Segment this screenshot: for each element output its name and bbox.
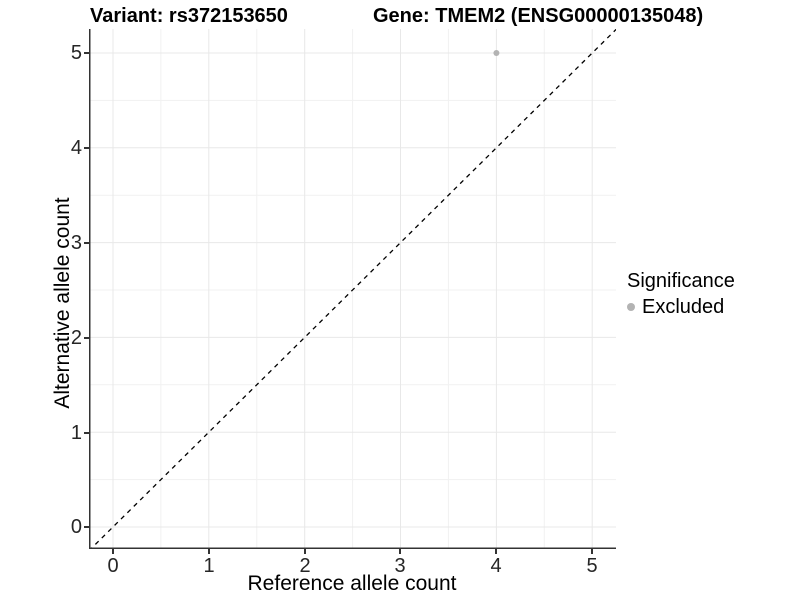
x-tickmark: [399, 549, 401, 554]
x-tickmark: [591, 549, 593, 554]
grid-major: [89, 29, 616, 549]
x-tick-label: 2: [299, 555, 311, 577]
y-tick-label: 2: [70, 327, 82, 349]
variant-title: Variant: rs372153650: [90, 5, 288, 27]
x-tickmark: [304, 549, 306, 554]
y-tickmark: [84, 337, 89, 339]
legend-title: Significance: [627, 270, 735, 292]
x-tick-label: 3: [394, 555, 406, 577]
y-tickmark: [84, 52, 89, 54]
x-tickmark: [208, 549, 210, 554]
y-tick-label: 4: [70, 137, 82, 159]
y-tickmark: [84, 147, 89, 149]
x-tick-label: 1: [203, 555, 215, 577]
y-tickmark: [84, 432, 89, 434]
x-tick-label: 0: [107, 555, 119, 577]
gene-title: Gene: TMEM2 (ENSG00000135048): [373, 5, 704, 27]
x-tickmark: [112, 549, 114, 554]
plot-panel: [88, 28, 617, 552]
y-tick-label: 0: [70, 516, 82, 538]
identity-line: [88, 28, 617, 552]
x-tickmark: [495, 549, 497, 554]
legend-item-label: Excluded: [642, 296, 725, 318]
legend: Significance Excluded: [627, 268, 735, 320]
x-axis-title: Reference allele count: [247, 572, 457, 595]
y-tick-label: 1: [70, 422, 82, 444]
x-tick-label: 4: [490, 555, 502, 577]
plot-canvas: [88, 28, 617, 552]
y-tickmark: [84, 242, 89, 244]
data-point: [493, 50, 500, 56]
legend-item-excluded: Excluded: [627, 294, 735, 320]
grid-minor: [89, 29, 616, 549]
y-tickmark: [84, 526, 89, 528]
x-tick-label: 5: [586, 555, 598, 577]
y-tick-label: 3: [70, 232, 82, 254]
y-tick-label: 5: [70, 42, 82, 64]
excluded-point-icon: [627, 303, 635, 311]
y-axis-title: Alternative allele count: [51, 197, 74, 409]
